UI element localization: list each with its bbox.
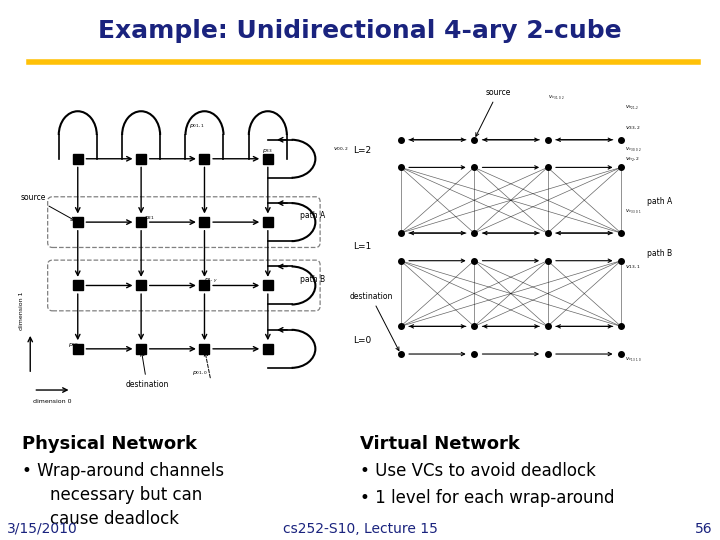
Text: $v_{00, 2}$: $v_{00, 2}$: [333, 146, 349, 153]
Text: path B: path B: [300, 275, 325, 284]
Text: 3/15/2010: 3/15/2010: [7, 522, 78, 536]
Text: $v_{h_2, 2}$: $v_{h_2, 2}$: [625, 156, 640, 164]
Text: $p_{33}$: $p_{33}$: [261, 147, 273, 156]
Text: dimension 0: dimension 0: [33, 399, 72, 404]
Text: • 1 level for each wrap-around: • 1 level for each wrap-around: [360, 489, 614, 507]
Text: $v_{c_{13, 1, 0}}$: $v_{c_{13, 1, 0}}$: [625, 356, 642, 365]
Text: Physical Network: Physical Network: [22, 435, 197, 453]
Text: destination: destination: [125, 353, 168, 389]
Text: $p_{00}$: $p_{00}$: [68, 341, 79, 349]
Text: $v_{13, 1}$: $v_{13, 1}$: [625, 264, 641, 271]
Text: path B: path B: [647, 249, 672, 258]
Text: dimension 1: dimension 1: [19, 292, 24, 330]
Text: $p_{1,y}$: $p_{1,y}$: [204, 277, 218, 286]
Text: source: source: [21, 193, 74, 220]
Text: cs252-S10, Lecture 15: cs252-S10, Lecture 15: [282, 522, 438, 536]
Text: L=1: L=1: [353, 242, 372, 252]
Text: L=0: L=0: [353, 336, 372, 345]
Text: Virtual Network: Virtual Network: [360, 435, 520, 453]
Text: $v_{c_{33,0,1}}$: $v_{c_{33,0,1}}$: [625, 208, 642, 216]
Text: $v_{h_{21, 2}}$: $v_{h_{21, 2}}$: [625, 104, 639, 112]
Text: • Wrap-around channels: • Wrap-around channels: [22, 462, 224, 480]
Text: • Use VCs to avoid deadlock: • Use VCs to avoid deadlock: [360, 462, 596, 480]
Text: path A: path A: [300, 211, 325, 220]
Text: destination: destination: [349, 292, 399, 350]
Text: $v_{c_{30, 0, 2}}$: $v_{c_{30, 0, 2}}$: [625, 146, 642, 154]
Text: Example: Unidirectional 4-ary 2-cube: Example: Unidirectional 4-ary 2-cube: [98, 19, 622, 43]
Text: $v_{c_{31, 0, 2}}$: $v_{c_{31, 0, 2}}$: [547, 94, 564, 102]
Text: 56: 56: [696, 522, 713, 536]
Text: source: source: [476, 88, 510, 136]
Text: $p_{01,0}$: $p_{01,0}$: [192, 370, 208, 377]
Text: cause deadlock: cause deadlock: [50, 510, 179, 528]
Text: necessary but can: necessary but can: [50, 486, 202, 504]
Text: L=2: L=2: [353, 146, 371, 154]
Text: $p_{01,1}$: $p_{01,1}$: [189, 123, 204, 130]
Text: path A: path A: [647, 198, 672, 206]
Text: $p_{21}$: $p_{21}$: [144, 214, 156, 222]
Text: $v_{33, 2}$: $v_{33, 2}$: [625, 125, 641, 132]
